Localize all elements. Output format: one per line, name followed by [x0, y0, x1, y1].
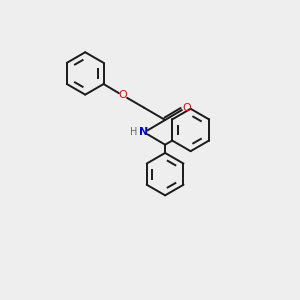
Text: O: O: [182, 103, 191, 112]
Text: O: O: [118, 90, 127, 100]
Text: H: H: [130, 127, 137, 137]
Text: N: N: [139, 127, 148, 137]
